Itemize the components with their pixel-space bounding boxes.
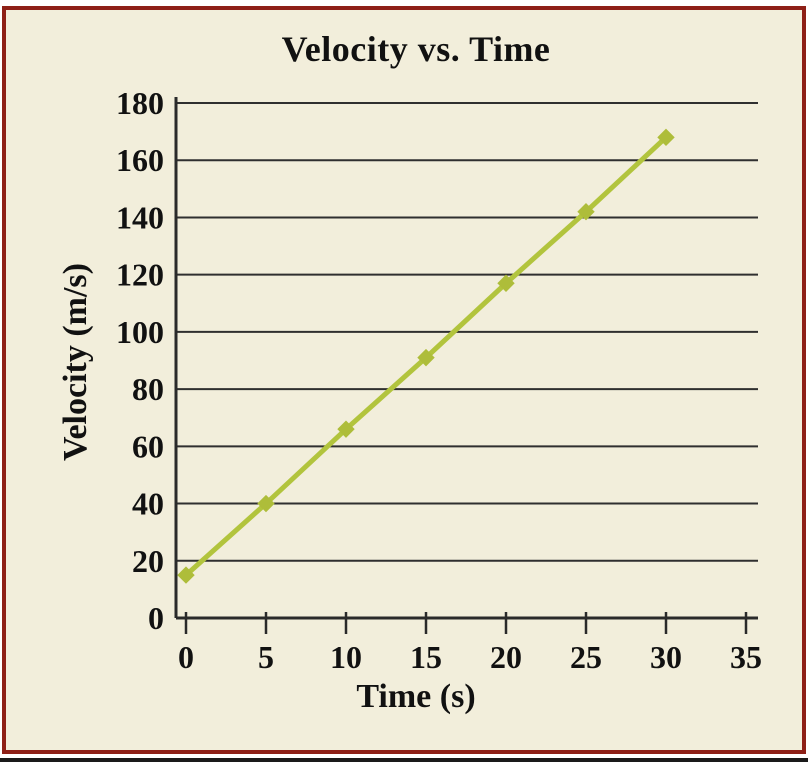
x-axis-label: Time (s) — [356, 678, 476, 715]
chart-frame: Velocity vs. Time Velocity (m/s) Time (s… — [2, 6, 806, 754]
x-tick-label: 10 — [330, 639, 362, 675]
plot-svg: 0 5 10 15 20 25 30 35 0 20 40 60 80 100 120 140 160 180 — [116, 85, 762, 675]
x-tick-label: 15 — [410, 639, 442, 675]
x-tick-label: 30 — [650, 639, 682, 675]
y-tick-label: 120 — [116, 257, 164, 293]
y-tick-label: 160 — [116, 142, 164, 178]
data-point-marker — [577, 203, 595, 221]
data-point-marker — [657, 128, 675, 147]
data-point-marker — [417, 348, 435, 367]
data-point-marker — [177, 566, 195, 584]
x-tick-label: 35 — [730, 639, 762, 675]
data-point-marker — [497, 274, 515, 292]
y-tick-label: 60 — [132, 428, 164, 464]
data-point-marker — [257, 494, 275, 513]
x-tick-label: 5 — [258, 639, 274, 675]
bottom-border-line — [0, 758, 808, 762]
x-tick-label: 0 — [178, 639, 194, 675]
y-tick-label: 20 — [132, 543, 164, 579]
y-tick-label: 80 — [132, 371, 164, 407]
y-tick-label: 180 — [116, 85, 164, 121]
x-tick-label: 20 — [490, 639, 522, 675]
data-point-marker — [337, 420, 355, 438]
y-tick-label: 140 — [116, 199, 164, 235]
x-tick-label: 25 — [570, 639, 602, 675]
y-tick-label: 100 — [116, 314, 164, 350]
y-tick-label: 0 — [148, 600, 164, 636]
chart-title: Velocity vs. Time — [281, 29, 551, 69]
y-tick-label: 40 — [132, 486, 164, 522]
